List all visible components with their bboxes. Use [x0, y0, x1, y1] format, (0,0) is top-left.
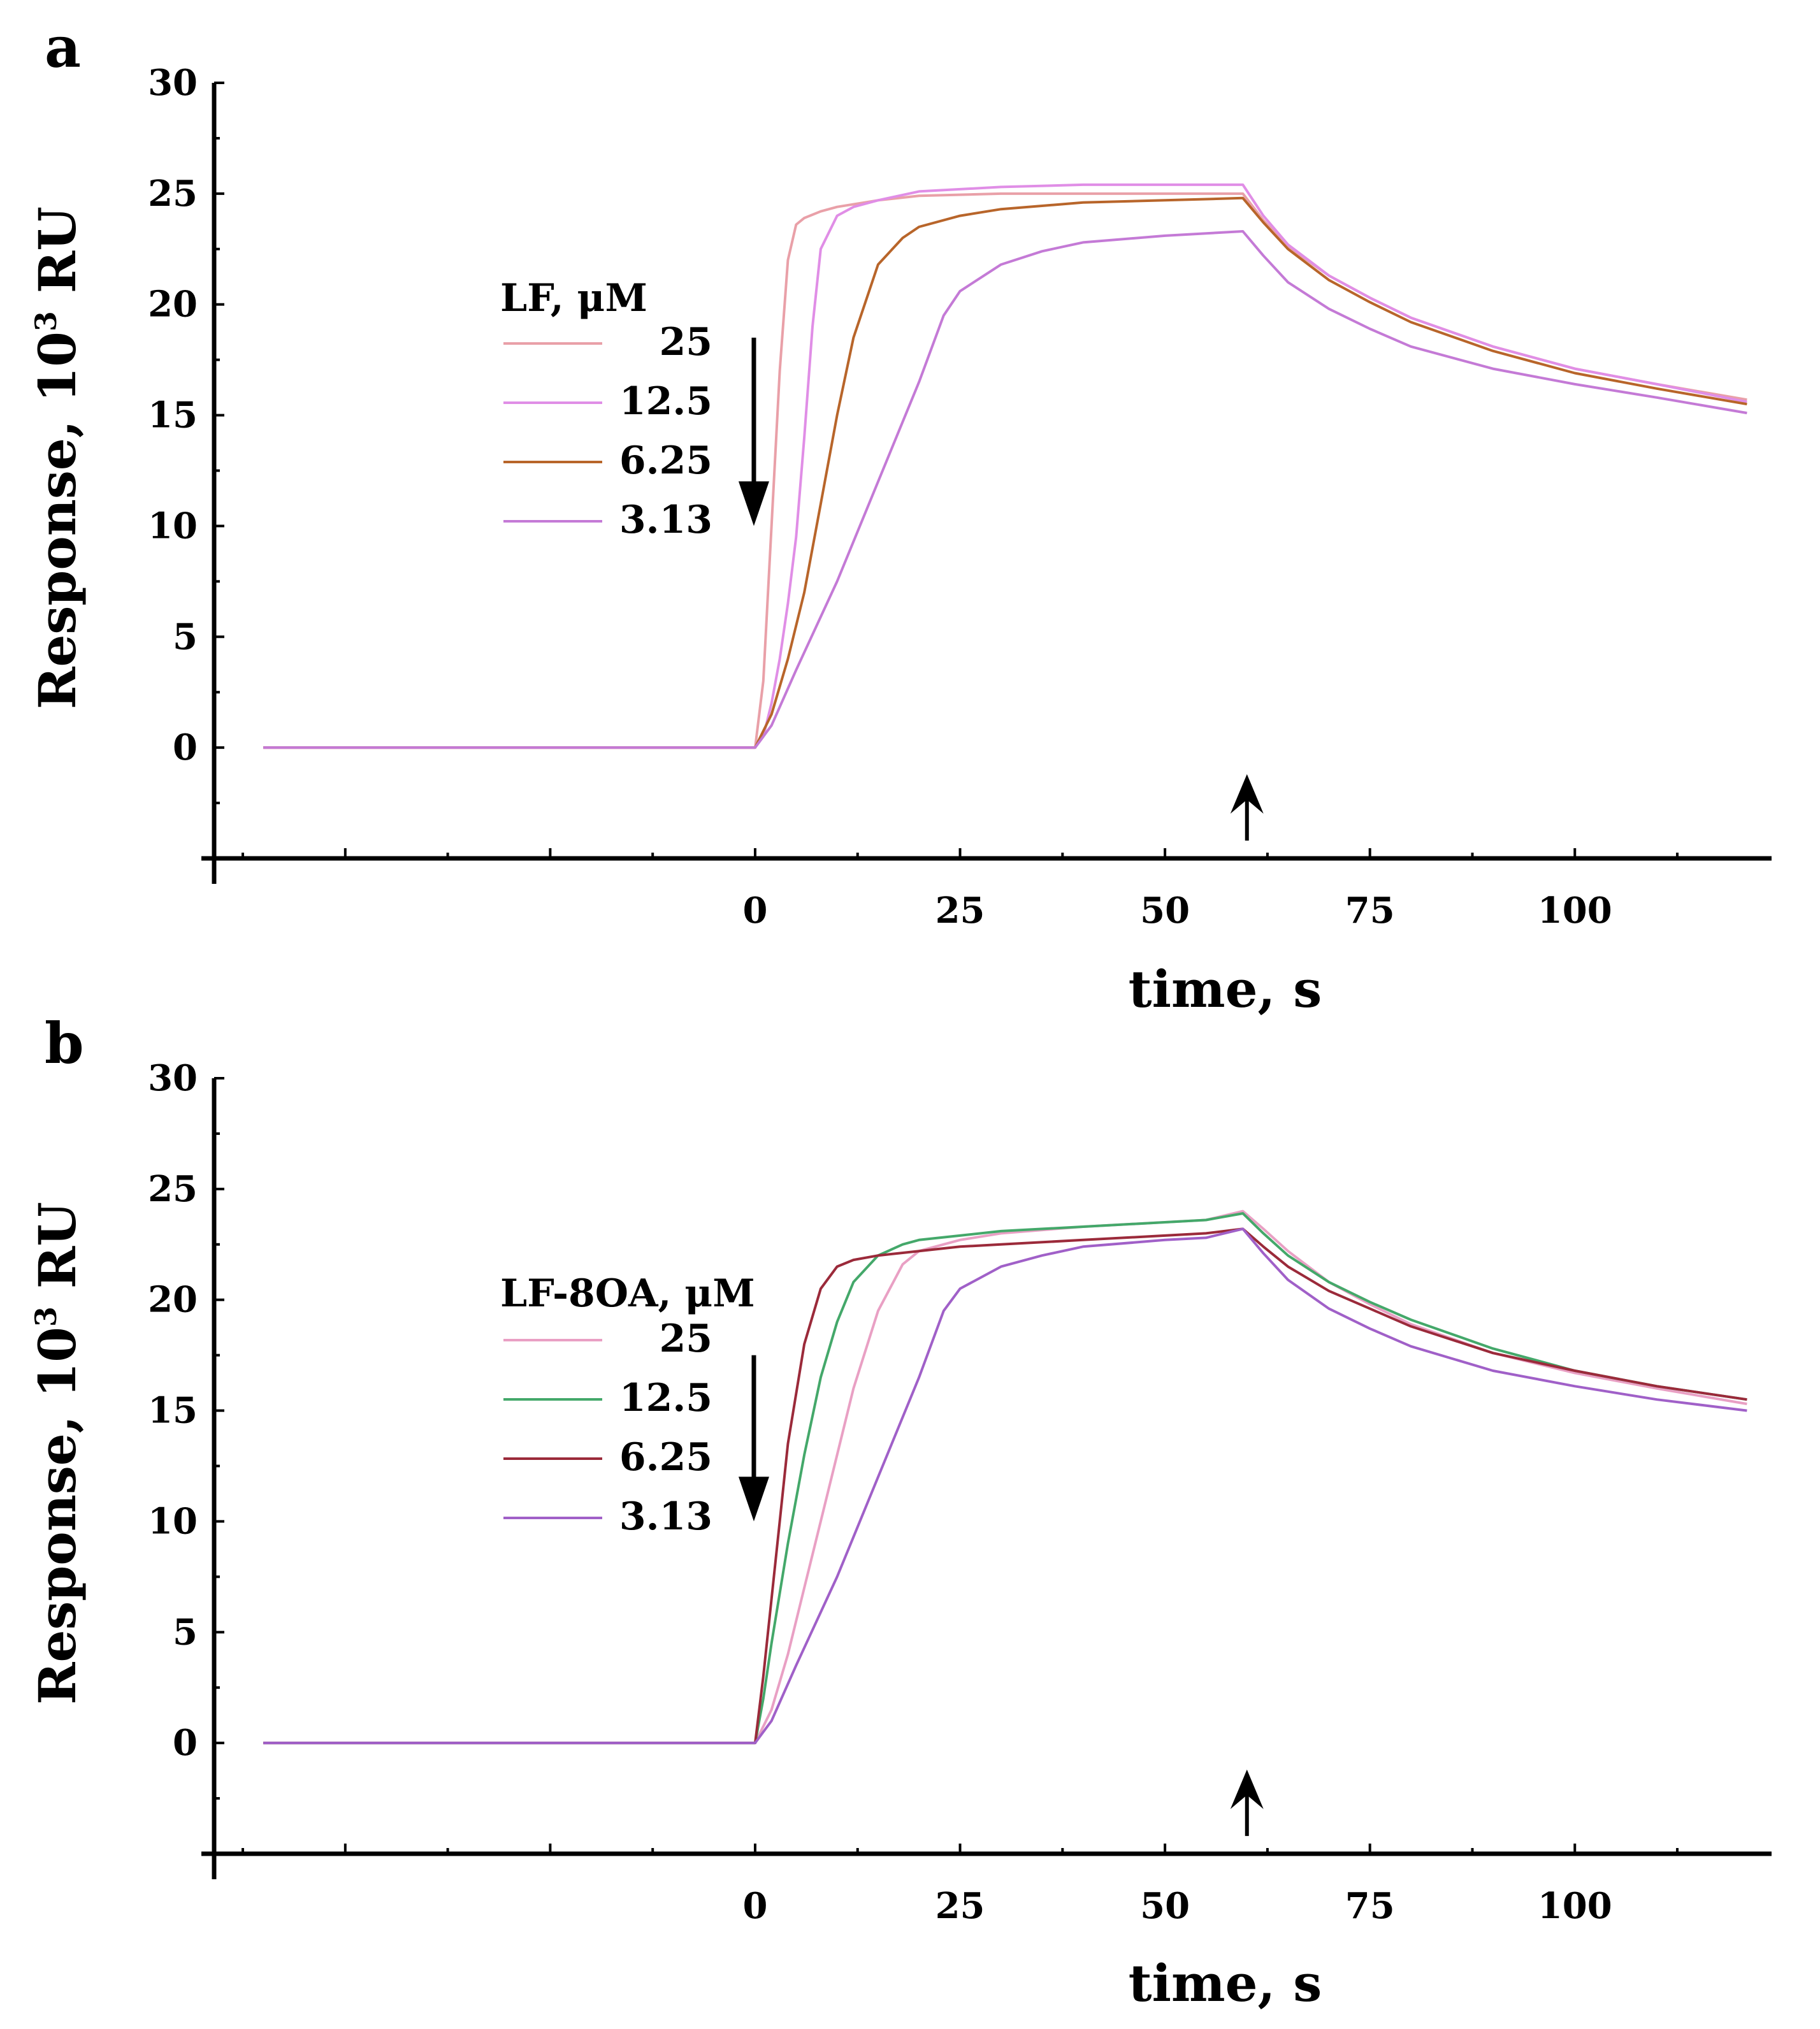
y-axis-title-unit: RU	[27, 1202, 87, 1306]
y-tick-label: 30	[148, 62, 198, 104]
y-tick-label: 10	[148, 1500, 198, 1542]
x-tick-label: 75	[1345, 1885, 1395, 1927]
panel-label: b	[45, 1010, 84, 1076]
y-axis-title-superscript: 3	[29, 311, 63, 331]
series-line-25	[263, 1209, 1747, 1745]
x-tick-label: 25	[935, 1885, 985, 1927]
legend-label: 3.13	[619, 498, 712, 542]
x-tick-label: 100	[1538, 890, 1612, 932]
y-tick-label: 5	[173, 616, 198, 658]
y-axis-title-main: Response, 10	[27, 331, 87, 709]
legend-title: LF-8OA, μM	[500, 1271, 755, 1316]
legend-label: 25	[660, 320, 713, 365]
series-line-25	[263, 192, 1747, 749]
x-tick-label: 0	[742, 890, 767, 932]
x-tick-label: 25	[935, 890, 985, 932]
series-line-6-25	[263, 196, 1747, 749]
chart-panel-b: b 0 5 10 15 20 25 30 0 25 50 75 100 time, s Response, …	[27, 1010, 1772, 2013]
arrow-down-head	[738, 1477, 769, 1522]
y-tick-label: 5	[173, 1611, 198, 1653]
legend-label: 6.25	[619, 1435, 712, 1480]
y-axis-title: Response, 103 RU	[27, 1202, 87, 1705]
legend-label: 12.5	[619, 379, 712, 424]
panel-label: a	[45, 14, 81, 80]
y-tick-label: 15	[148, 1390, 198, 1432]
x-axis-title: time, s	[1129, 1953, 1322, 2013]
y-axis-title-main: Response, 10	[27, 1327, 87, 1705]
y-tick-label: 0	[173, 1722, 198, 1764]
y-tick-label: 30	[148, 1057, 198, 1099]
y-tick-label: 20	[148, 1279, 198, 1321]
y-tick-label: 15	[148, 394, 198, 437]
y-tick-label: 25	[148, 1168, 198, 1210]
x-tick-label: 0	[742, 1885, 767, 1927]
x-tick-label: 50	[1140, 1885, 1190, 1927]
legend-label: 12.5	[619, 1376, 712, 1420]
y-axis-title-superscript: 3	[29, 1306, 63, 1327]
x-tick-label: 100	[1538, 1885, 1612, 1927]
legend-label: 25	[660, 1317, 713, 1361]
legend-title: LF, μM	[500, 276, 647, 321]
x-tick-label: 75	[1345, 890, 1395, 932]
y-tick-label: 25	[148, 173, 198, 215]
x-axis-title: time, s	[1129, 959, 1322, 1019]
x-tick-label: 50	[1140, 890, 1190, 932]
series-line-12-5	[263, 1212, 1747, 1745]
series-line-6-25	[263, 1227, 1747, 1745]
legend-label: 3.13	[619, 1494, 712, 1539]
y-tick-label: 0	[173, 726, 198, 769]
y-axis-title-unit: RU	[27, 206, 87, 311]
y-axis-title: Response, 103 RU	[27, 206, 87, 709]
series-line-3-13	[263, 1227, 1747, 1745]
arrow-up-head	[1230, 774, 1264, 814]
series-line-12-5	[263, 183, 1747, 749]
y-tick-label: 20	[148, 284, 198, 326]
arrow-up-head	[1230, 1769, 1264, 1809]
y-tick-label: 10	[148, 505, 198, 547]
arrow-down-head	[738, 481, 769, 526]
legend-label: 6.25	[619, 438, 712, 483]
series-line-3-13	[263, 230, 1747, 749]
chart-panel-a: a 0 5 10 15 20 25 30 0 25 50 75 100 time, s Response, …	[27, 14, 1772, 1019]
